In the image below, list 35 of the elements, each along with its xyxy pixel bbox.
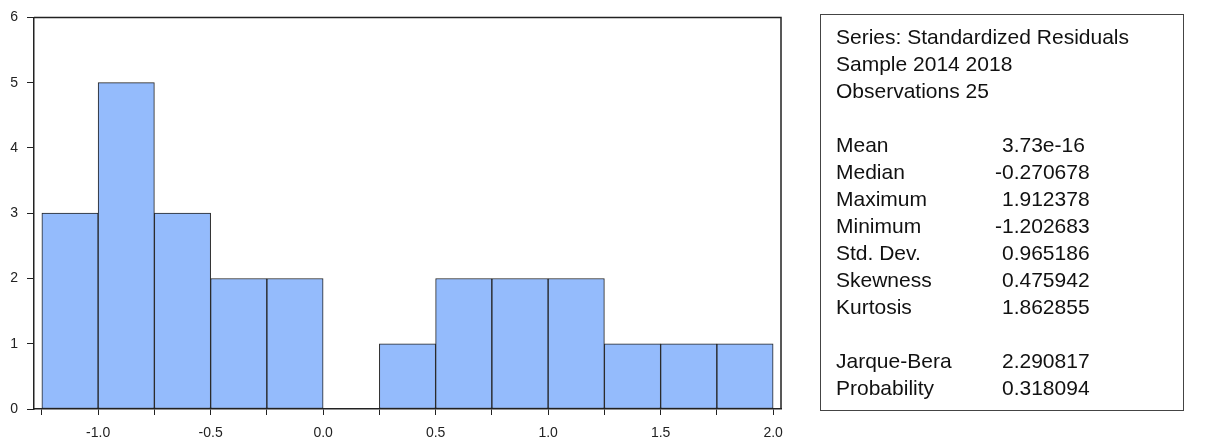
category-label: Minimum: [836, 214, 922, 237]
x-tick-label: 1.0: [538, 424, 559, 441]
data-label: 1.862855: [1002, 294, 1090, 320]
y-tick-label: 1: [10, 334, 19, 351]
data-label: 0.318094: [1002, 375, 1090, 401]
y-tick-label: 3: [10, 204, 19, 221]
x-tick-label: -1.0: [86, 424, 111, 441]
category-label: Probability: [836, 376, 935, 399]
data-label: -1.202683: [995, 213, 1090, 239]
y-tick-label: 5: [10, 73, 19, 90]
y-tick-label: 0: [10, 399, 19, 416]
category-label: Maximum: [836, 187, 928, 210]
x-tick-label: 0.0: [313, 424, 334, 441]
x-tick-label: 2.0: [763, 424, 784, 441]
text: Series: Standardized Residuals: [836, 25, 1129, 48]
data-label: 0.965186: [1002, 240, 1090, 266]
category-label: Median: [836, 160, 905, 183]
category-label: Std. Dev.: [836, 241, 921, 264]
data-label: -0.270678: [995, 159, 1090, 185]
category-label: Mean: [836, 133, 889, 156]
data-label: 2.290817: [1002, 348, 1090, 374]
text: Sample 2014 2018: [836, 52, 1013, 75]
x-tick-label: -0.5: [198, 424, 223, 441]
data-label: 1.912378: [1002, 186, 1090, 212]
category-label: Skewness: [836, 268, 932, 291]
y-tick-label: 6: [10, 8, 19, 25]
text: Observations 25: [836, 79, 989, 102]
y-tick-label: 2: [10, 269, 19, 286]
category-label: Jarque-Bera: [836, 349, 952, 372]
data-label: 0.475942: [1002, 267, 1090, 293]
x-tick-label: 0.5: [425, 424, 446, 441]
x-tick-label: 1.5: [650, 424, 671, 441]
category-label: Kurtosis: [836, 295, 912, 318]
y-tick-label: 4: [10, 138, 19, 155]
data-label: 3.73e-16: [1002, 132, 1085, 158]
